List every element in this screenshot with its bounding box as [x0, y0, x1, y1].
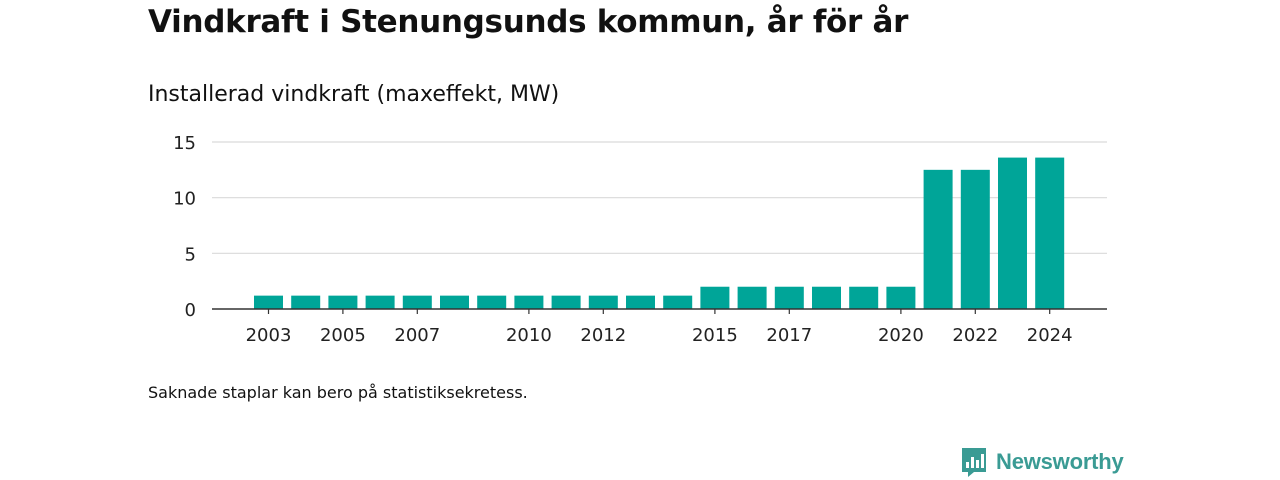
x-tick-label: 2003 [246, 325, 292, 346]
bar [812, 286, 841, 309]
bar [477, 295, 507, 309]
x-tick-label: 2010 [506, 325, 552, 346]
bar [551, 295, 581, 309]
bar [440, 295, 469, 309]
brand-logo: Newsworthy [960, 446, 1124, 478]
x-tick-label: 2017 [766, 325, 812, 346]
bar [328, 295, 358, 309]
bar [998, 157, 1027, 309]
chart-title: Vindkraft i Stenungsunds kommun, år för … [148, 4, 909, 40]
bar [514, 295, 544, 309]
bar [402, 295, 432, 309]
y-axis-tick-labels: 0 5 10 15 [173, 133, 196, 321]
x-tick-label: 2012 [580, 325, 626, 346]
x-tick-label: 2015 [692, 325, 738, 346]
bar [886, 286, 916, 309]
bar [1035, 157, 1065, 309]
x-tick-label: 2020 [878, 325, 924, 346]
y-tick-label: 0 [185, 300, 196, 321]
y-tick-label: 10 [173, 189, 196, 210]
bar [663, 295, 693, 309]
y-tick-label: 15 [173, 133, 196, 154]
bar [588, 295, 618, 309]
x-axis-tick-labels: 2003 2005 2007 2010 2012 2015 2017 2020 2022 2024 [246, 309, 1073, 346]
newsworthy-logo-icon [962, 448, 986, 477]
bars [254, 157, 1065, 309]
y-tick-label: 5 [185, 244, 196, 265]
bar [254, 295, 283, 309]
x-tick-label: 2022 [952, 325, 998, 346]
x-tick-label: 2005 [320, 325, 366, 346]
bar [849, 286, 879, 309]
footnote: Saknade staplar kan bero på statistiksek… [148, 383, 528, 402]
bar [626, 295, 655, 309]
brand-name: Newsworthy [996, 449, 1124, 474]
bar [923, 169, 953, 309]
x-tick-label: 2024 [1027, 325, 1073, 346]
bar [774, 286, 804, 309]
grid-lines [212, 141, 1107, 254]
chart-subtitle: Installerad vindkraft (maxeffekt, MW) [148, 82, 560, 107]
bar [737, 286, 767, 309]
bar [291, 295, 321, 309]
x-tick-label: 2007 [394, 325, 440, 346]
bar [365, 295, 395, 309]
bar [700, 286, 730, 309]
bar [960, 169, 990, 309]
